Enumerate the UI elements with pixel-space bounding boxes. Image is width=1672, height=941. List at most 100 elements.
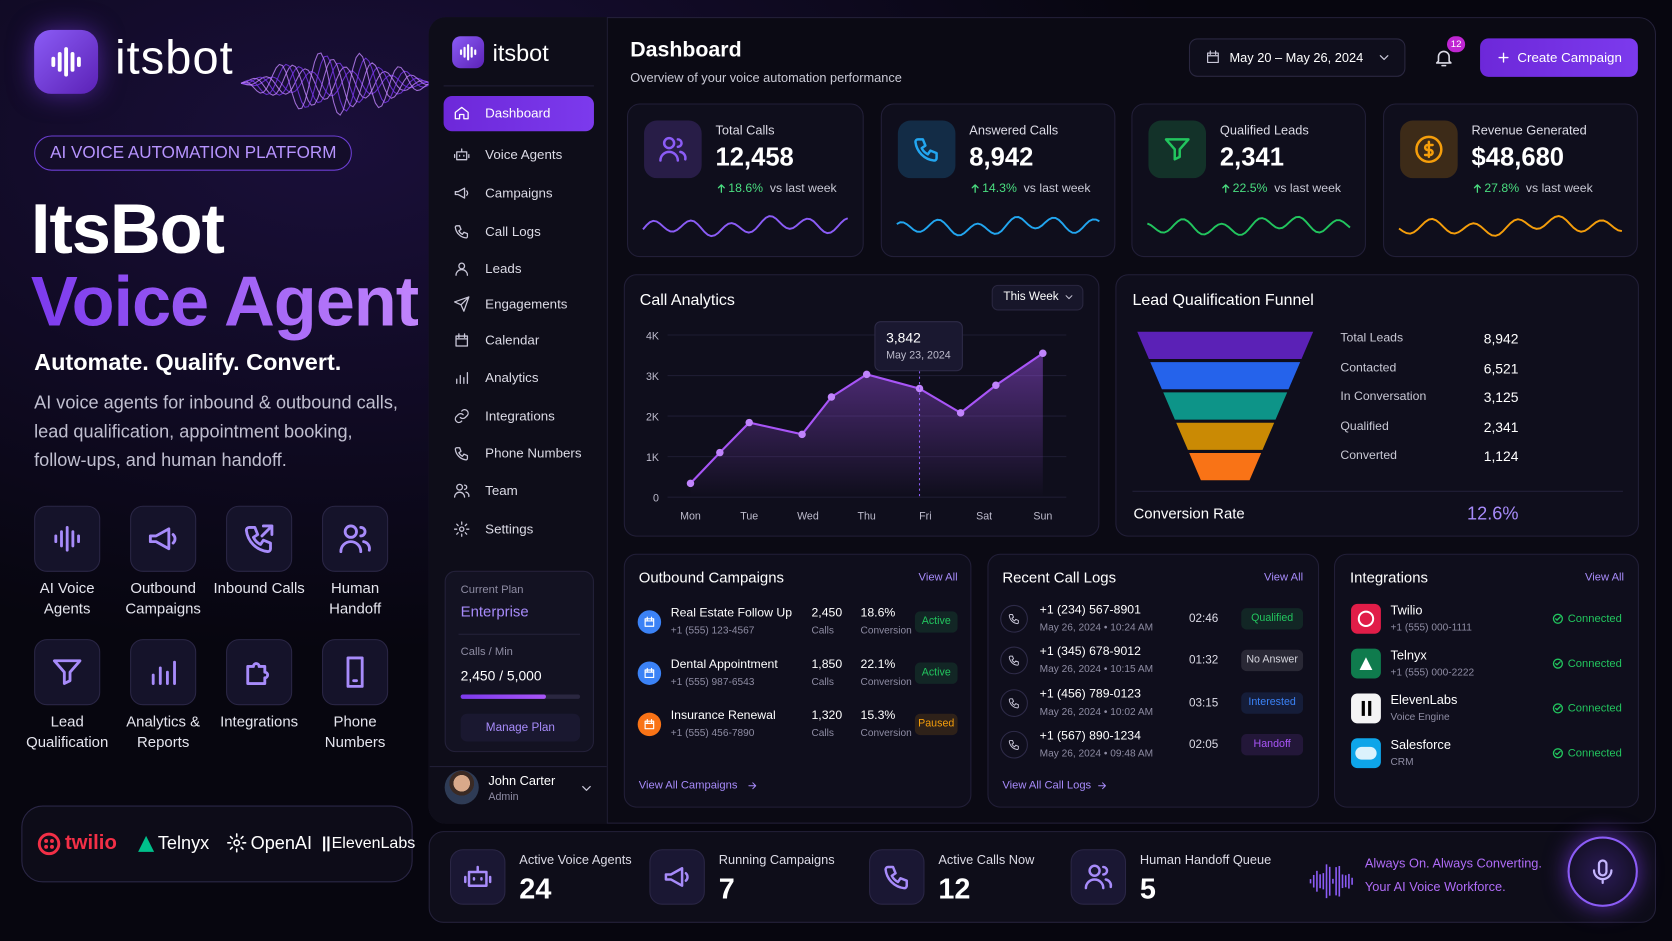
wave-line (240, 58, 434, 108)
integration-logo (1351, 693, 1381, 724)
icon (644, 667, 655, 679)
call-icon (1000, 689, 1028, 717)
y-tick-label: 4K (646, 330, 659, 342)
icon-path (244, 524, 274, 554)
kpi-change: 22.5% (1232, 182, 1268, 196)
icon (1222, 184, 1230, 193)
kpi-label: Revenue Generated (1471, 122, 1587, 138)
integration-name: Salesforce (1390, 737, 1451, 753)
icon-path (455, 262, 469, 276)
icon-path (346, 656, 364, 688)
stat-value: 5 (1139, 872, 1156, 905)
slogan-line: Always On. Always Converting. (1364, 855, 1542, 871)
icon-path (1164, 138, 1190, 161)
footer-link[interactable]: View All Call Logs (1002, 778, 1092, 792)
nav-label: Team (485, 483, 518, 499)
footer-link[interactable]: View All Campaigns (638, 778, 738, 792)
call-number: +1 (345) 678-9012 (1039, 645, 1141, 659)
campaign-rate-label: Conversion (860, 727, 912, 740)
icon-path (582, 785, 591, 791)
nav-label: Campaigns (485, 185, 553, 201)
plan-name: Enterprise (460, 602, 529, 620)
icon-path (454, 447, 469, 461)
feature-tile (130, 639, 197, 706)
kpi-icon-box (644, 120, 702, 179)
funnel-stage (1189, 453, 1262, 481)
icon-path (1379, 55, 1389, 61)
kpi-change-note: vs last week (769, 182, 837, 196)
y-tick-label: 2K (646, 411, 659, 423)
icon-path (971, 184, 979, 193)
sparkline (1398, 215, 1623, 237)
logo-mark (1359, 657, 1373, 671)
icon-path (1415, 135, 1443, 164)
funnel-label: In Conversation (1340, 390, 1427, 404)
campaign-rate: 22.1% (860, 658, 896, 672)
circle (50, 839, 54, 843)
partner-name: OpenAI (250, 833, 313, 854)
icon (717, 184, 725, 193)
campaign-phone: +1 (555) 456-7890 (670, 727, 755, 740)
status-pill: Interested (1241, 692, 1304, 714)
icon-path (455, 333, 469, 347)
icon[interactable] (1433, 47, 1454, 68)
icon-path (453, 148, 470, 161)
view-all-link[interactable]: View All (918, 570, 958, 584)
icon-path (456, 372, 469, 385)
feature-label: Lead Qualification (26, 712, 109, 751)
kpi-icon-box (1148, 120, 1207, 179)
mic-button[interactable] (1567, 836, 1638, 907)
feature-tile (226, 639, 293, 706)
kpi-change: 27.8% (1484, 182, 1520, 196)
icon-path (644, 719, 655, 730)
view-all-link[interactable]: View All (1264, 570, 1304, 584)
campaign-icon (637, 661, 662, 685)
icon-path (748, 782, 757, 790)
kpi-card (1383, 103, 1638, 258)
y-tick-label: 3K (646, 371, 659, 383)
chart-title: Call Analytics (639, 291, 735, 310)
user-role: Admin (488, 791, 519, 804)
tooltip (874, 321, 963, 372)
icon-path (464, 865, 492, 887)
icon (453, 296, 470, 312)
stat-label: Active Voice Agents (519, 852, 632, 868)
icon-path (1473, 184, 1481, 193)
status-pill: Qualified (1241, 608, 1304, 630)
funnel-value: 1,124 (1483, 448, 1519, 465)
filter-label: This Week (1003, 290, 1059, 303)
call-time: May 26, 2024 • 10:15 AM (1039, 663, 1154, 676)
x-tick-label: Mon (680, 511, 701, 523)
nav-label: Engagements (485, 296, 568, 312)
icon (748, 782, 757, 790)
x-tick-label: Sun (1033, 511, 1052, 523)
avatar (444, 770, 479, 805)
icon-path (151, 660, 176, 685)
data-point (745, 418, 753, 427)
y-tick-label: 1K (646, 452, 659, 464)
logo-mark (1368, 700, 1372, 716)
card-title: Recent Call Logs (1002, 568, 1117, 586)
stat-value: 7 (718, 872, 735, 905)
nav-label: Voice Agents (485, 147, 563, 163)
icon (54, 525, 80, 552)
funnel-value: 8,942 (1483, 330, 1519, 347)
funnel-value: 6,521 (1483, 360, 1519, 377)
data-point (992, 381, 1000, 390)
kpi-value: $48,680 (1471, 142, 1565, 172)
date-picker[interactable] (1188, 38, 1406, 77)
manage-plan-button[interactable]: Manage Plan (460, 713, 581, 742)
feature-label: AI Voice Agents (39, 579, 95, 617)
icon-path (227, 833, 247, 853)
icon (464, 865, 492, 887)
icon-path (1552, 703, 1564, 714)
campaign-name: Real Estate Follow Up (670, 607, 793, 620)
icon (151, 660, 176, 685)
icon-path (1084, 864, 1113, 890)
icon (1592, 859, 1613, 884)
view-all-link[interactable]: View All (1585, 570, 1625, 584)
icon (52, 659, 82, 685)
call-icon (1000, 604, 1028, 633)
integration-status: Connected (1567, 612, 1622, 626)
partners-bar (21, 805, 413, 883)
